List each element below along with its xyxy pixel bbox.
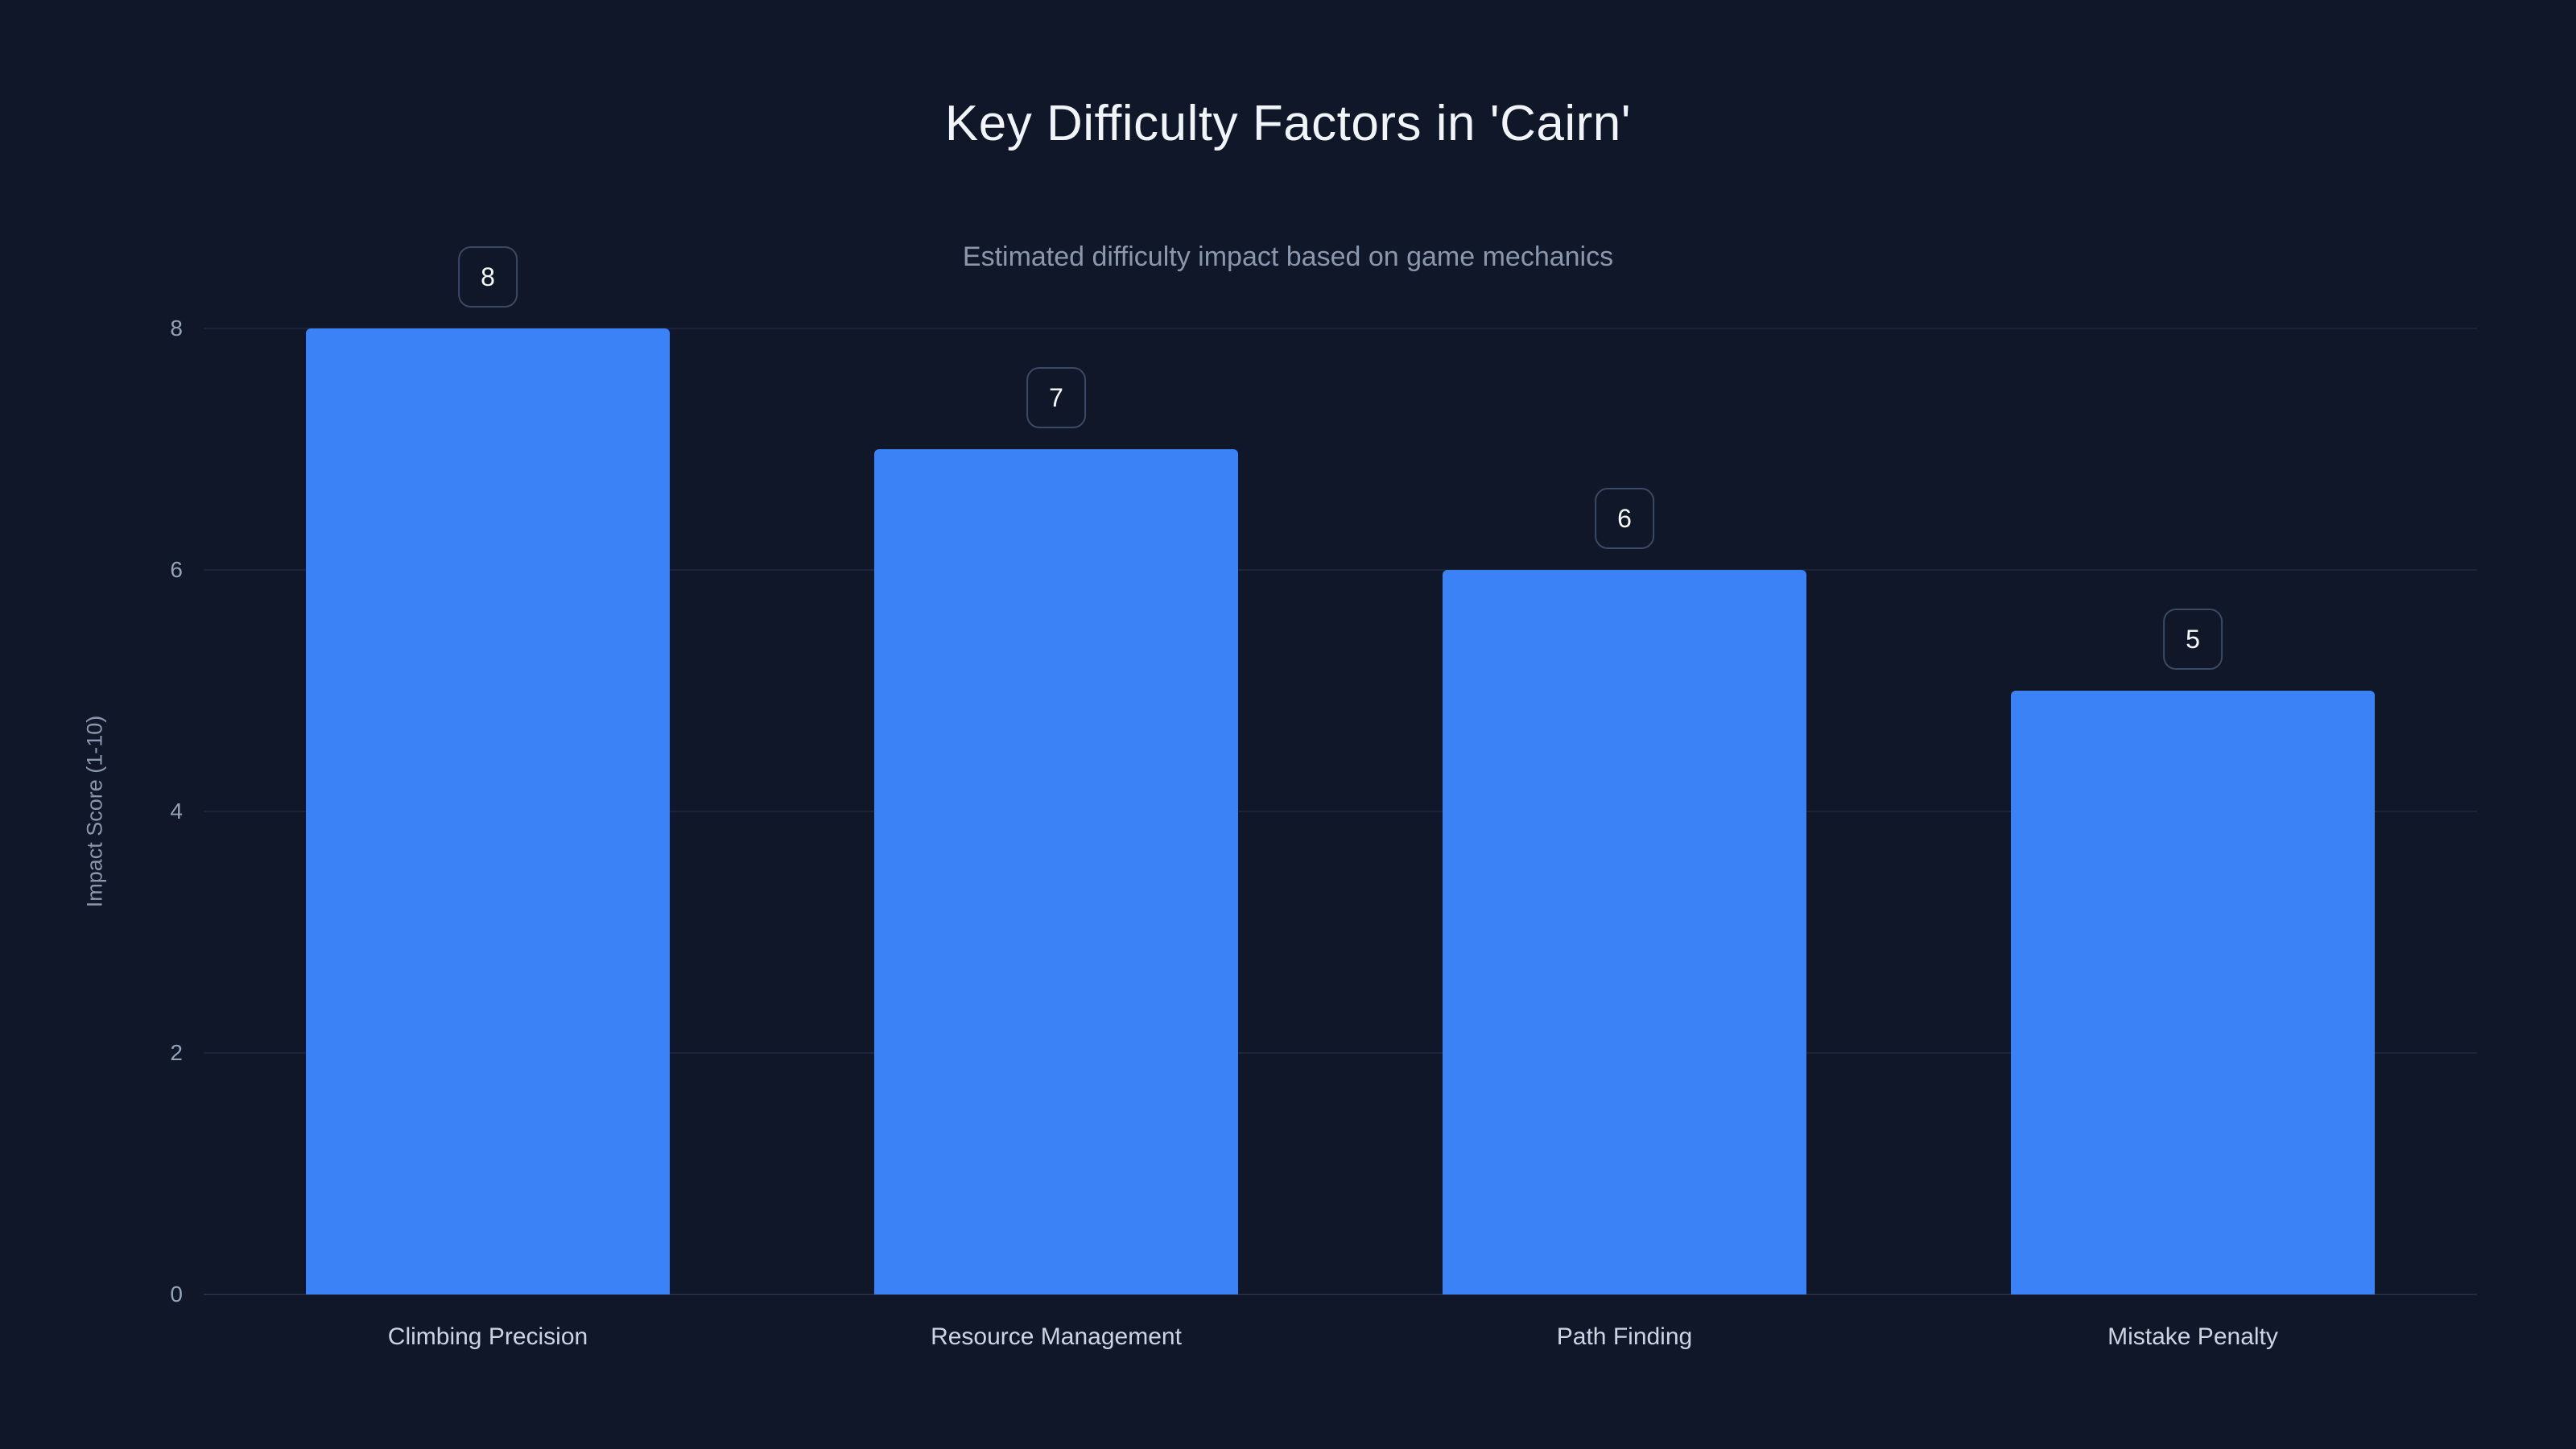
- chart-title: Key Difficulty Factors in 'Cairn': [944, 96, 1632, 151]
- bar-resource-management: [874, 449, 1238, 1294]
- bar-climbing-precision: [306, 328, 670, 1294]
- gridline-y4: [204, 811, 2477, 812]
- gridline-y2: [204, 1052, 2477, 1054]
- x-category-label: Path Finding: [1556, 1323, 1693, 1350]
- x-category-label: Climbing Precision: [387, 1323, 588, 1350]
- y-axis-label: Impact Score (1-10): [82, 715, 107, 908]
- value-label: 8: [458, 246, 518, 308]
- y-tick-label: 4: [170, 799, 183, 824]
- y-tick-label: 0: [170, 1282, 183, 1307]
- value-label: 5: [2163, 609, 2223, 670]
- value-label: 7: [1026, 367, 1086, 428]
- x-category-label: Mistake Penalty: [2107, 1323, 2278, 1350]
- y-tick-label: 6: [170, 557, 183, 582]
- plot-area: 0 2 4 6 8 8 Climbing Precision 7 Resource Manage…: [170, 246, 2477, 1350]
- chart-subtitle: Estimated difficulty impact based on gam…: [962, 242, 1614, 272]
- bar-mistake-penalty: [2011, 691, 2375, 1294]
- y-tick-label: 2: [170, 1040, 183, 1065]
- x-category-label: Resource Management: [931, 1323, 1182, 1350]
- gridline-y8: [204, 328, 2477, 329]
- value-label: 6: [1595, 488, 1654, 549]
- gridline-y6: [204, 569, 2477, 571]
- y-tick-label: 8: [170, 316, 183, 341]
- gridline-y0: [204, 1294, 2477, 1295]
- bar-path-finding: [1443, 570, 1806, 1294]
